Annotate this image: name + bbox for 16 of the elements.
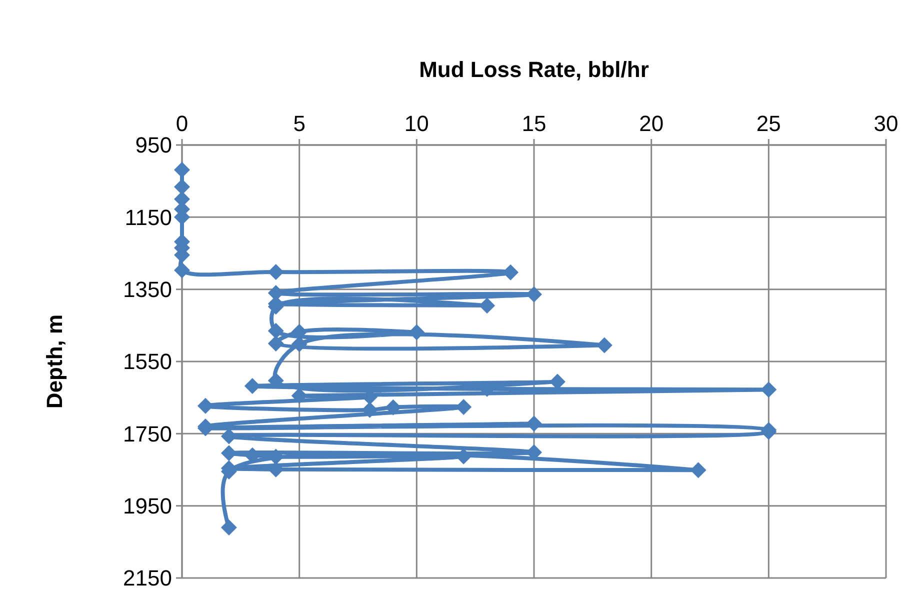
x-tick-label: 25 xyxy=(756,111,781,136)
x-tick-label: 30 xyxy=(874,111,898,136)
x-tick-label: 0 xyxy=(176,111,188,136)
y-tick-label: 1550 xyxy=(123,349,172,374)
y-tick-label: 1150 xyxy=(124,204,172,230)
y-tick-label: 1750 xyxy=(123,421,172,446)
y-tick-label: 1350 xyxy=(123,277,172,302)
x-tick-label: 5 xyxy=(293,111,306,136)
y-tick-label: 950 xyxy=(135,132,172,158)
y-axis-title: Depth, m xyxy=(42,314,67,409)
x-tick-label: 10 xyxy=(404,111,429,136)
y-tick-label: 2150 xyxy=(123,566,172,591)
x-tick-label: 20 xyxy=(639,111,664,136)
x-axis-title: Mud Loss Rate, bbl/hr xyxy=(419,57,650,82)
x-tick-label: 15 xyxy=(522,111,546,136)
y-tick-label: 1950 xyxy=(123,494,172,519)
